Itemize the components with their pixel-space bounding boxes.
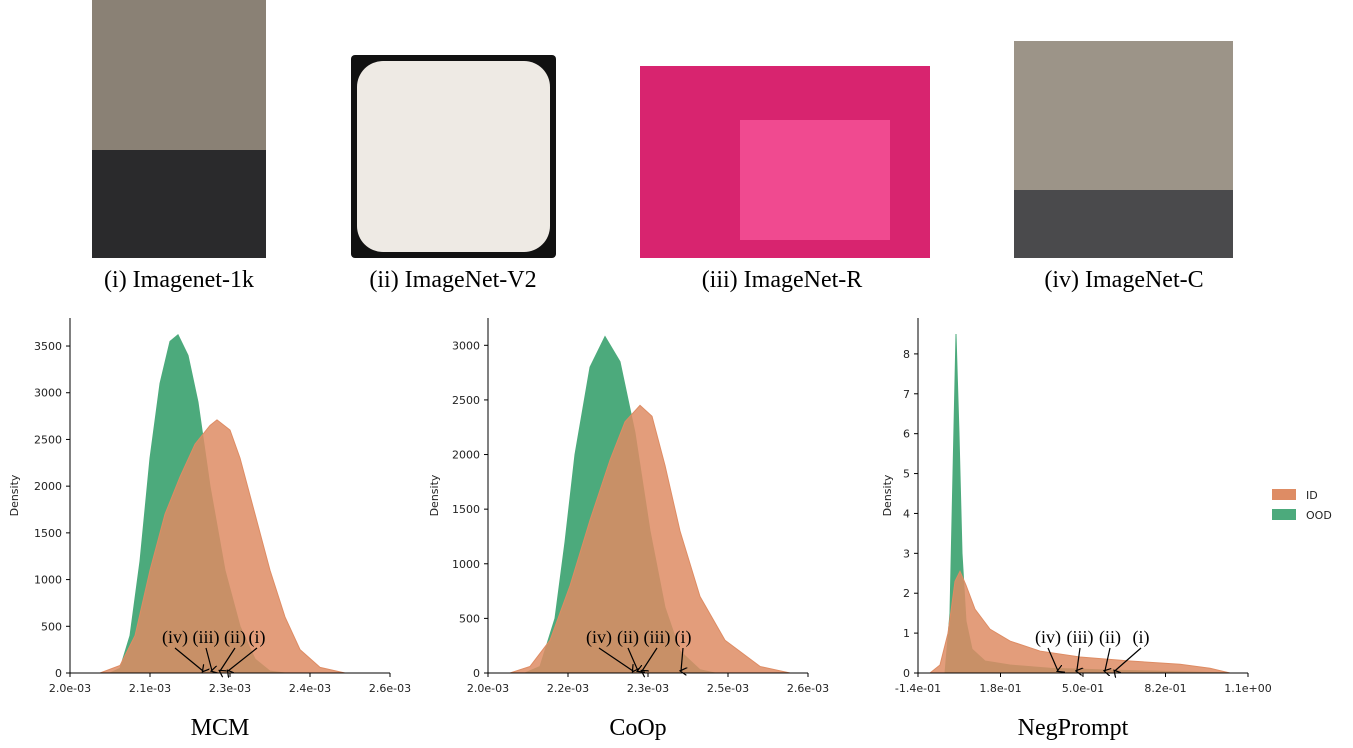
x-tick-label: -1.4e-01 bbox=[895, 682, 941, 695]
density-area bbox=[944, 333, 1230, 674]
y-tick-label: 0 bbox=[903, 667, 910, 680]
y-tick-label: 7 bbox=[903, 388, 910, 401]
x-tick-label: 2.1e-03 bbox=[129, 682, 171, 695]
y-tick-label: 3000 bbox=[452, 339, 480, 352]
annotation-label: (iii) bbox=[644, 627, 671, 648]
annotation-label: (i) bbox=[249, 627, 266, 648]
x-tick-label: 5.0e-01 bbox=[1062, 682, 1104, 695]
x-tick-label: 2.2e-03 bbox=[547, 682, 589, 695]
y-axis-label: Density bbox=[8, 474, 21, 516]
annotation-label: (ii) bbox=[617, 627, 639, 648]
annotation-label: (ii) bbox=[224, 627, 246, 648]
caption: (iv) ImageNet-C bbox=[1044, 267, 1203, 293]
annotation-label: (iv) bbox=[586, 627, 612, 648]
annotation-arrow bbox=[598, 647, 633, 671]
annotation-label: (iv) bbox=[1035, 627, 1061, 648]
density-area bbox=[509, 404, 791, 674]
x-tick-label: 2.3e-03 bbox=[209, 682, 251, 695]
y-tick-label: 3500 bbox=[34, 340, 62, 353]
chart-title: CoOp bbox=[609, 715, 666, 741]
image-detail bbox=[740, 120, 890, 240]
legend-swatch bbox=[1272, 489, 1296, 500]
annotation-label: (i) bbox=[1133, 627, 1150, 648]
annotation-label: (iii) bbox=[193, 627, 220, 648]
annotation-arrow bbox=[627, 647, 638, 671]
y-tick-label: 6 bbox=[903, 428, 910, 441]
x-tick-label: 2.0e-03 bbox=[49, 682, 91, 695]
caption: (i) Imagenet-1k bbox=[104, 267, 254, 293]
caption: (ii) ImageNet-V2 bbox=[369, 267, 536, 293]
annotation-label: (iii) bbox=[1067, 627, 1094, 648]
annotation-arrow bbox=[228, 647, 258, 671]
image-detail bbox=[1014, 190, 1233, 258]
y-tick-label: 1500 bbox=[452, 503, 480, 516]
image-detail bbox=[92, 150, 266, 258]
chart-title: NegPrompt bbox=[1018, 715, 1129, 741]
y-tick-label: 3 bbox=[903, 547, 910, 560]
y-tick-label: 3000 bbox=[34, 387, 62, 400]
y-axis-label: Density bbox=[881, 474, 894, 516]
caption: (iii) ImageNet-R bbox=[702, 267, 863, 293]
annotation-label: (iv) bbox=[162, 627, 188, 648]
y-tick-label: 2500 bbox=[452, 394, 480, 407]
annotation-arrow bbox=[681, 647, 683, 671]
y-axis-label: Density bbox=[428, 474, 441, 516]
y-tick-label: 1000 bbox=[452, 558, 480, 571]
annotation-label: (ii) bbox=[1099, 627, 1121, 648]
x-tick-label: 2.5e-03 bbox=[707, 682, 749, 695]
y-tick-label: 2000 bbox=[34, 480, 62, 493]
y-tick-label: 1000 bbox=[34, 574, 62, 587]
x-tick-label: 2.0e-03 bbox=[467, 682, 509, 695]
y-tick-label: 5 bbox=[903, 468, 910, 481]
chart-title: MCM bbox=[191, 715, 250, 741]
annotation-arrow bbox=[1077, 647, 1080, 671]
x-tick-label: 2.4e-03 bbox=[289, 682, 331, 695]
x-tick-label: 1.1e+00 bbox=[1224, 682, 1271, 695]
x-tick-label: 2.3e-03 bbox=[627, 682, 669, 695]
y-tick-label: 1 bbox=[903, 627, 910, 640]
density-area bbox=[99, 419, 346, 674]
y-tick-label: 1500 bbox=[34, 527, 62, 540]
legend-swatch bbox=[1272, 509, 1296, 520]
image-detail bbox=[357, 61, 550, 252]
legend-label: ID bbox=[1306, 489, 1318, 502]
x-tick-label: 2.6e-03 bbox=[787, 682, 829, 695]
annotation-arrow bbox=[1047, 647, 1058, 671]
annotation-label: (i) bbox=[675, 627, 692, 648]
y-tick-label: 8 bbox=[903, 348, 910, 361]
y-tick-label: 2000 bbox=[452, 449, 480, 462]
annotation-arrow bbox=[220, 647, 236, 671]
x-tick-label: 2.6e-03 bbox=[369, 682, 411, 695]
annotation-arrow bbox=[642, 647, 658, 671]
y-tick-label: 500 bbox=[459, 612, 480, 625]
y-tick-label: 2500 bbox=[34, 433, 62, 446]
annotation-arrow bbox=[174, 647, 203, 671]
density-area bbox=[928, 570, 1231, 674]
annotation-arrow bbox=[1115, 647, 1142, 671]
y-tick-label: 2 bbox=[903, 587, 910, 600]
annotation-arrow bbox=[205, 647, 212, 671]
legend-label: OOD bbox=[1306, 509, 1332, 522]
x-tick-label: 8.2e-01 bbox=[1144, 682, 1186, 695]
annotation-arrow bbox=[1105, 647, 1110, 671]
y-tick-label: 0 bbox=[473, 667, 480, 680]
y-tick-label: 500 bbox=[41, 620, 62, 633]
y-tick-label: 0 bbox=[55, 667, 62, 680]
y-tick-label: 4 bbox=[903, 507, 910, 520]
x-tick-label: 1.8e-01 bbox=[979, 682, 1021, 695]
